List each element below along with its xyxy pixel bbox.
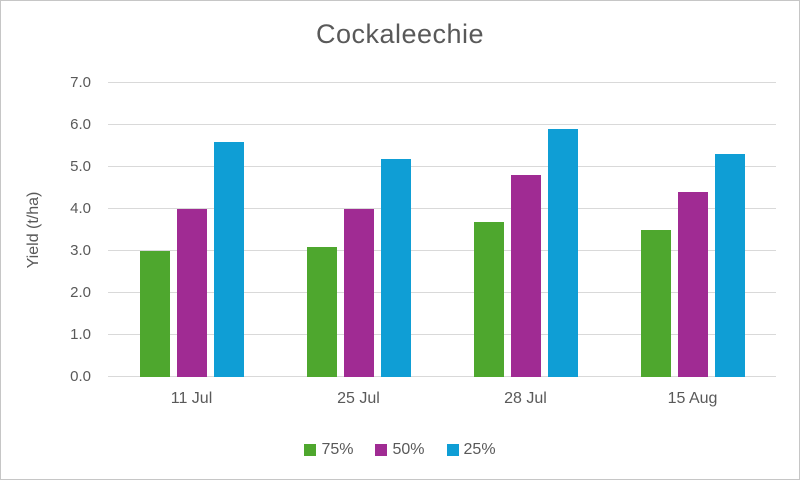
x-axis-labels: 11 Jul 25 Jul 28 Jul 15 Aug	[108, 390, 776, 408]
bar-50pct-25-jul	[343, 209, 374, 377]
gridline	[108, 376, 776, 377]
gridline	[108, 166, 776, 167]
gridline	[108, 292, 776, 293]
gridline	[108, 334, 776, 335]
bar-75pct-25-jul	[306, 246, 337, 377]
bar-25pct-11-jul	[213, 141, 244, 377]
bar-75pct-11-jul	[139, 251, 170, 377]
y-tick-label: 7.0	[70, 74, 91, 91]
legend-item-75pct: 75%	[304, 441, 353, 459]
gridline	[108, 250, 776, 251]
y-tick-label: 2.0	[70, 284, 91, 301]
bar-50pct-11-jul	[176, 209, 207, 377]
gridline	[108, 208, 776, 209]
y-tick-label: 0.0	[70, 368, 91, 385]
x-category-label-25-jul: 25 Jul	[337, 390, 380, 407]
x-category-label-28-jul: 28 Jul	[504, 390, 547, 407]
bar-50pct-28-jul	[510, 175, 541, 377]
x-category-label-15-aug: 15 Aug	[667, 390, 718, 407]
bar-25pct-28-jul	[547, 129, 578, 377]
bar-group-28-jul	[442, 83, 609, 377]
bar-group-25-jul	[275, 83, 442, 377]
bar-group-11-jul	[108, 83, 275, 377]
legend-swatch-icon	[446, 444, 459, 456]
legend: 75% 50% 25%	[1, 441, 799, 459]
legend-swatch-icon	[375, 444, 388, 456]
y-tick-label: 4.0	[70, 200, 91, 217]
bar-group-15-aug	[609, 83, 776, 377]
y-tick-label: 5.0	[70, 158, 91, 175]
legend-item-25pct: 25%	[446, 441, 496, 459]
bar-25pct-15-aug	[714, 154, 745, 377]
plot-area	[108, 82, 776, 377]
legend-item-50pct: 50%	[375, 441, 425, 459]
y-tick-label: 6.0	[70, 116, 91, 133]
gridline	[108, 82, 776, 83]
gridline	[108, 124, 776, 125]
bar-50pct-15-aug	[677, 192, 708, 377]
bar-25pct-25-jul	[380, 158, 411, 377]
x-category-label-11-jul: 11 Jul	[170, 390, 213, 407]
bar-75pct-28-jul	[473, 221, 504, 377]
y-tick-label: 3.0	[70, 242, 91, 259]
y-tick-label: 1.0	[70, 326, 91, 343]
chart-title: Cockaleechie	[315, 19, 485, 49]
bar-75pct-15-aug	[640, 230, 671, 377]
legend-swatch-icon	[304, 444, 317, 456]
legend-label: 50%	[392, 441, 425, 458]
legend-label: 75%	[321, 441, 354, 458]
legend-label: 25%	[463, 441, 496, 458]
